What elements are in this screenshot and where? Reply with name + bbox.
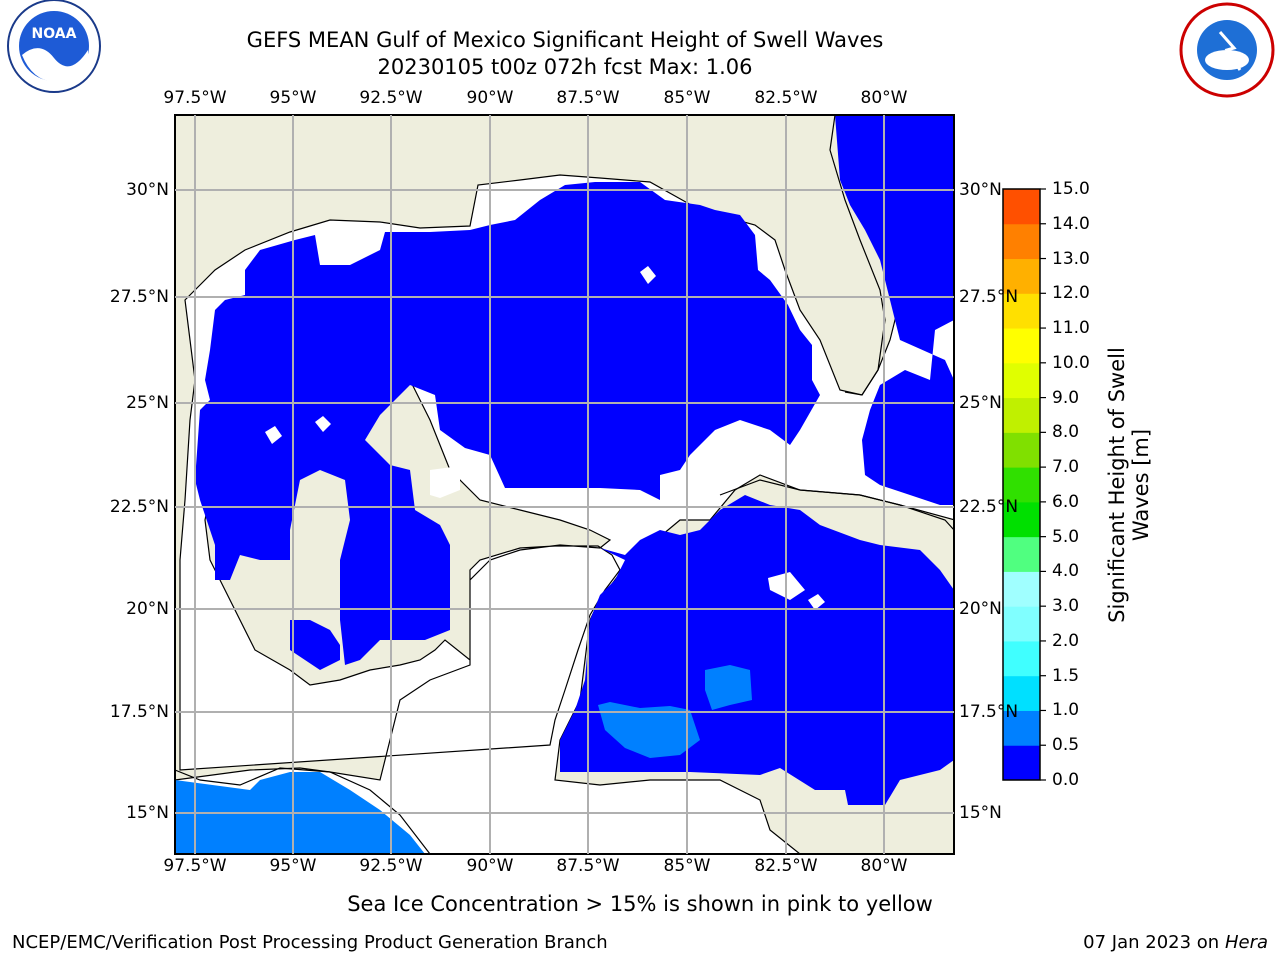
- lon-tick-label-top: 92.5°W: [359, 88, 423, 108]
- lon-tick-label-top: 95°W: [269, 88, 317, 108]
- colorbar-segment: [1003, 223, 1040, 260]
- lon-tick-label-bottom: 80°W: [860, 856, 908, 876]
- colorbar-tick-label: 1.5: [1052, 665, 1080, 686]
- lon-tick-label-bottom: 97.5°W: [163, 856, 227, 876]
- colorbar-segment: [1003, 606, 1040, 642]
- colorbar-tick-label: 4.0: [1052, 561, 1080, 582]
- coastline: [829, 115, 886, 396]
- lat-tick-label-left: 30°N: [126, 180, 169, 200]
- colorbar-tick-label: 13.0: [1052, 248, 1090, 269]
- colorbar-segment: [1003, 710, 1040, 746]
- no-data-patch: [265, 426, 282, 444]
- no-data-patch: [808, 594, 825, 610]
- colorbar-tick-label: 6.0: [1052, 491, 1080, 512]
- colorbar-tick-label: 8.0: [1052, 422, 1080, 443]
- footer-date: 07 Jan 2023 on: [1083, 932, 1225, 953]
- colorbar-segment: [1003, 536, 1040, 572]
- colorbar: [1003, 188, 1046, 781]
- colorbar-segment: [1003, 189, 1040, 225]
- colorbar-segment: [1003, 258, 1040, 294]
- colorbar-segment: [1003, 397, 1040, 433]
- lat-tick-label-right: 30°N: [959, 180, 1002, 200]
- swell-field-main: [195, 182, 820, 665]
- chart-subtitle: 20230105 t00z 072h fcst Max: 1.06: [377, 55, 753, 79]
- colorbar-tick-label: 7.0: [1052, 457, 1080, 478]
- colorbar-tick-label: 9.0: [1052, 387, 1080, 408]
- lon-tick-label-top: 97.5°W: [163, 88, 227, 108]
- map-frame: [174, 114, 955, 855]
- colorbar-segment: [1003, 640, 1040, 677]
- footer-credit: NCEP/EMC/Verification Post Processing Pr…: [12, 932, 608, 953]
- swell-field-mid-blue: [598, 702, 700, 758]
- coastline: [175, 767, 431, 854]
- no-data-patch: [430, 466, 460, 498]
- colorbar-segment: [1003, 362, 1040, 399]
- colorbar-segment: [1003, 467, 1040, 503]
- national-weather-service-logo: [1179, 2, 1275, 98]
- no-data-patch: [640, 266, 656, 284]
- colorbar-tick-label: 1.0: [1052, 700, 1080, 721]
- footer-timestamp: 07 Jan 2023 on Hera: [1083, 932, 1268, 953]
- colorbar-segment: [1003, 432, 1040, 468]
- lat-tick-label-right: 15°N: [959, 803, 1002, 823]
- lat-tick-label-left: 20°N: [126, 599, 169, 619]
- chart-title: GEFS MEAN Gulf of Mexico Significant Hei…: [246, 28, 884, 52]
- colorbar-tick-label: 11.0: [1052, 318, 1090, 339]
- lat-tick-label-left: 25°N: [126, 393, 169, 413]
- lat-tick-label-right: 17.5°N: [959, 702, 1019, 722]
- lon-tick-label-top: 82.5°W: [754, 88, 818, 108]
- swell-field-mid-blue-east: [705, 665, 752, 710]
- colorbar-segment: [1003, 501, 1040, 538]
- swell-field-atlantic: [835, 115, 954, 505]
- colorbar-tick-label: 0.5: [1052, 735, 1080, 756]
- lon-tick-label-bottom: 92.5°W: [359, 856, 423, 876]
- lon-tick-label-top: 85°W: [663, 88, 711, 108]
- colorbar-frame: [1002, 188, 1041, 781]
- colorbar-tick-label: 0.0: [1052, 770, 1080, 790]
- colorbar-tick-label: 10.0: [1052, 352, 1090, 373]
- coastline: [719, 479, 954, 531]
- colorbar-tick-label: 12.0: [1052, 283, 1090, 304]
- colorbar-tick-label: 15.0: [1052, 179, 1090, 199]
- colorbar-tick-label: 3.0: [1052, 596, 1080, 617]
- gridlines: [175, 115, 954, 854]
- lat-tick-label-right: 25°N: [959, 393, 1002, 413]
- lon-tick-label-top: 90°W: [466, 88, 514, 108]
- colorbar-segment: [1003, 571, 1040, 607]
- lat-tick-label-left: 22.5°N: [109, 497, 169, 517]
- colorbar-tick-label: 14.0: [1052, 213, 1090, 234]
- lon-tick-label-bottom: 85°W: [663, 856, 711, 876]
- lon-tick-label-top: 87.5°W: [556, 88, 620, 108]
- colorbar-segment: [1003, 293, 1040, 329]
- lat-tick-label-left: 15°N: [126, 803, 169, 823]
- lon-tick-label-bottom: 95°W: [269, 856, 317, 876]
- footer-host: Hera: [1224, 932, 1268, 953]
- colorbar-segment: [1003, 675, 1040, 711]
- lat-tick-label-left: 27.5°N: [109, 287, 169, 307]
- lon-tick-label-bottom: 90°W: [466, 856, 514, 876]
- svg-text:NOAA: NOAA: [32, 26, 77, 42]
- colorbar-tick-label: 5.0: [1052, 526, 1080, 547]
- lon-tick-label-bottom: 82.5°W: [754, 856, 818, 876]
- lon-tick-label-top: 80°W: [860, 88, 908, 108]
- no-data-patch: [315, 416, 331, 432]
- swell-field-bay-campeche: [290, 620, 340, 670]
- lat-tick-label-right: 20°N: [959, 599, 1002, 619]
- lon-tick-label-bottom: 87.5°W: [556, 856, 620, 876]
- colorbar-tick-label: 2.0: [1052, 630, 1080, 651]
- colorbar-segment: [1003, 745, 1040, 781]
- lat-tick-label-right: 22.5°N: [959, 497, 1019, 517]
- colorbar-segment: [1003, 328, 1040, 364]
- colorbar-label: Significant Height of Swell Waves [m]: [1105, 347, 1153, 623]
- lat-tick-label-left: 17.5°N: [109, 702, 169, 722]
- noaa-logo: NOAA: [7, 0, 101, 93]
- lat-tick-label-right: 27.5°N: [959, 287, 1019, 307]
- sea-ice-note: Sea Ice Concentration > 15% is shown in …: [347, 892, 933, 916]
